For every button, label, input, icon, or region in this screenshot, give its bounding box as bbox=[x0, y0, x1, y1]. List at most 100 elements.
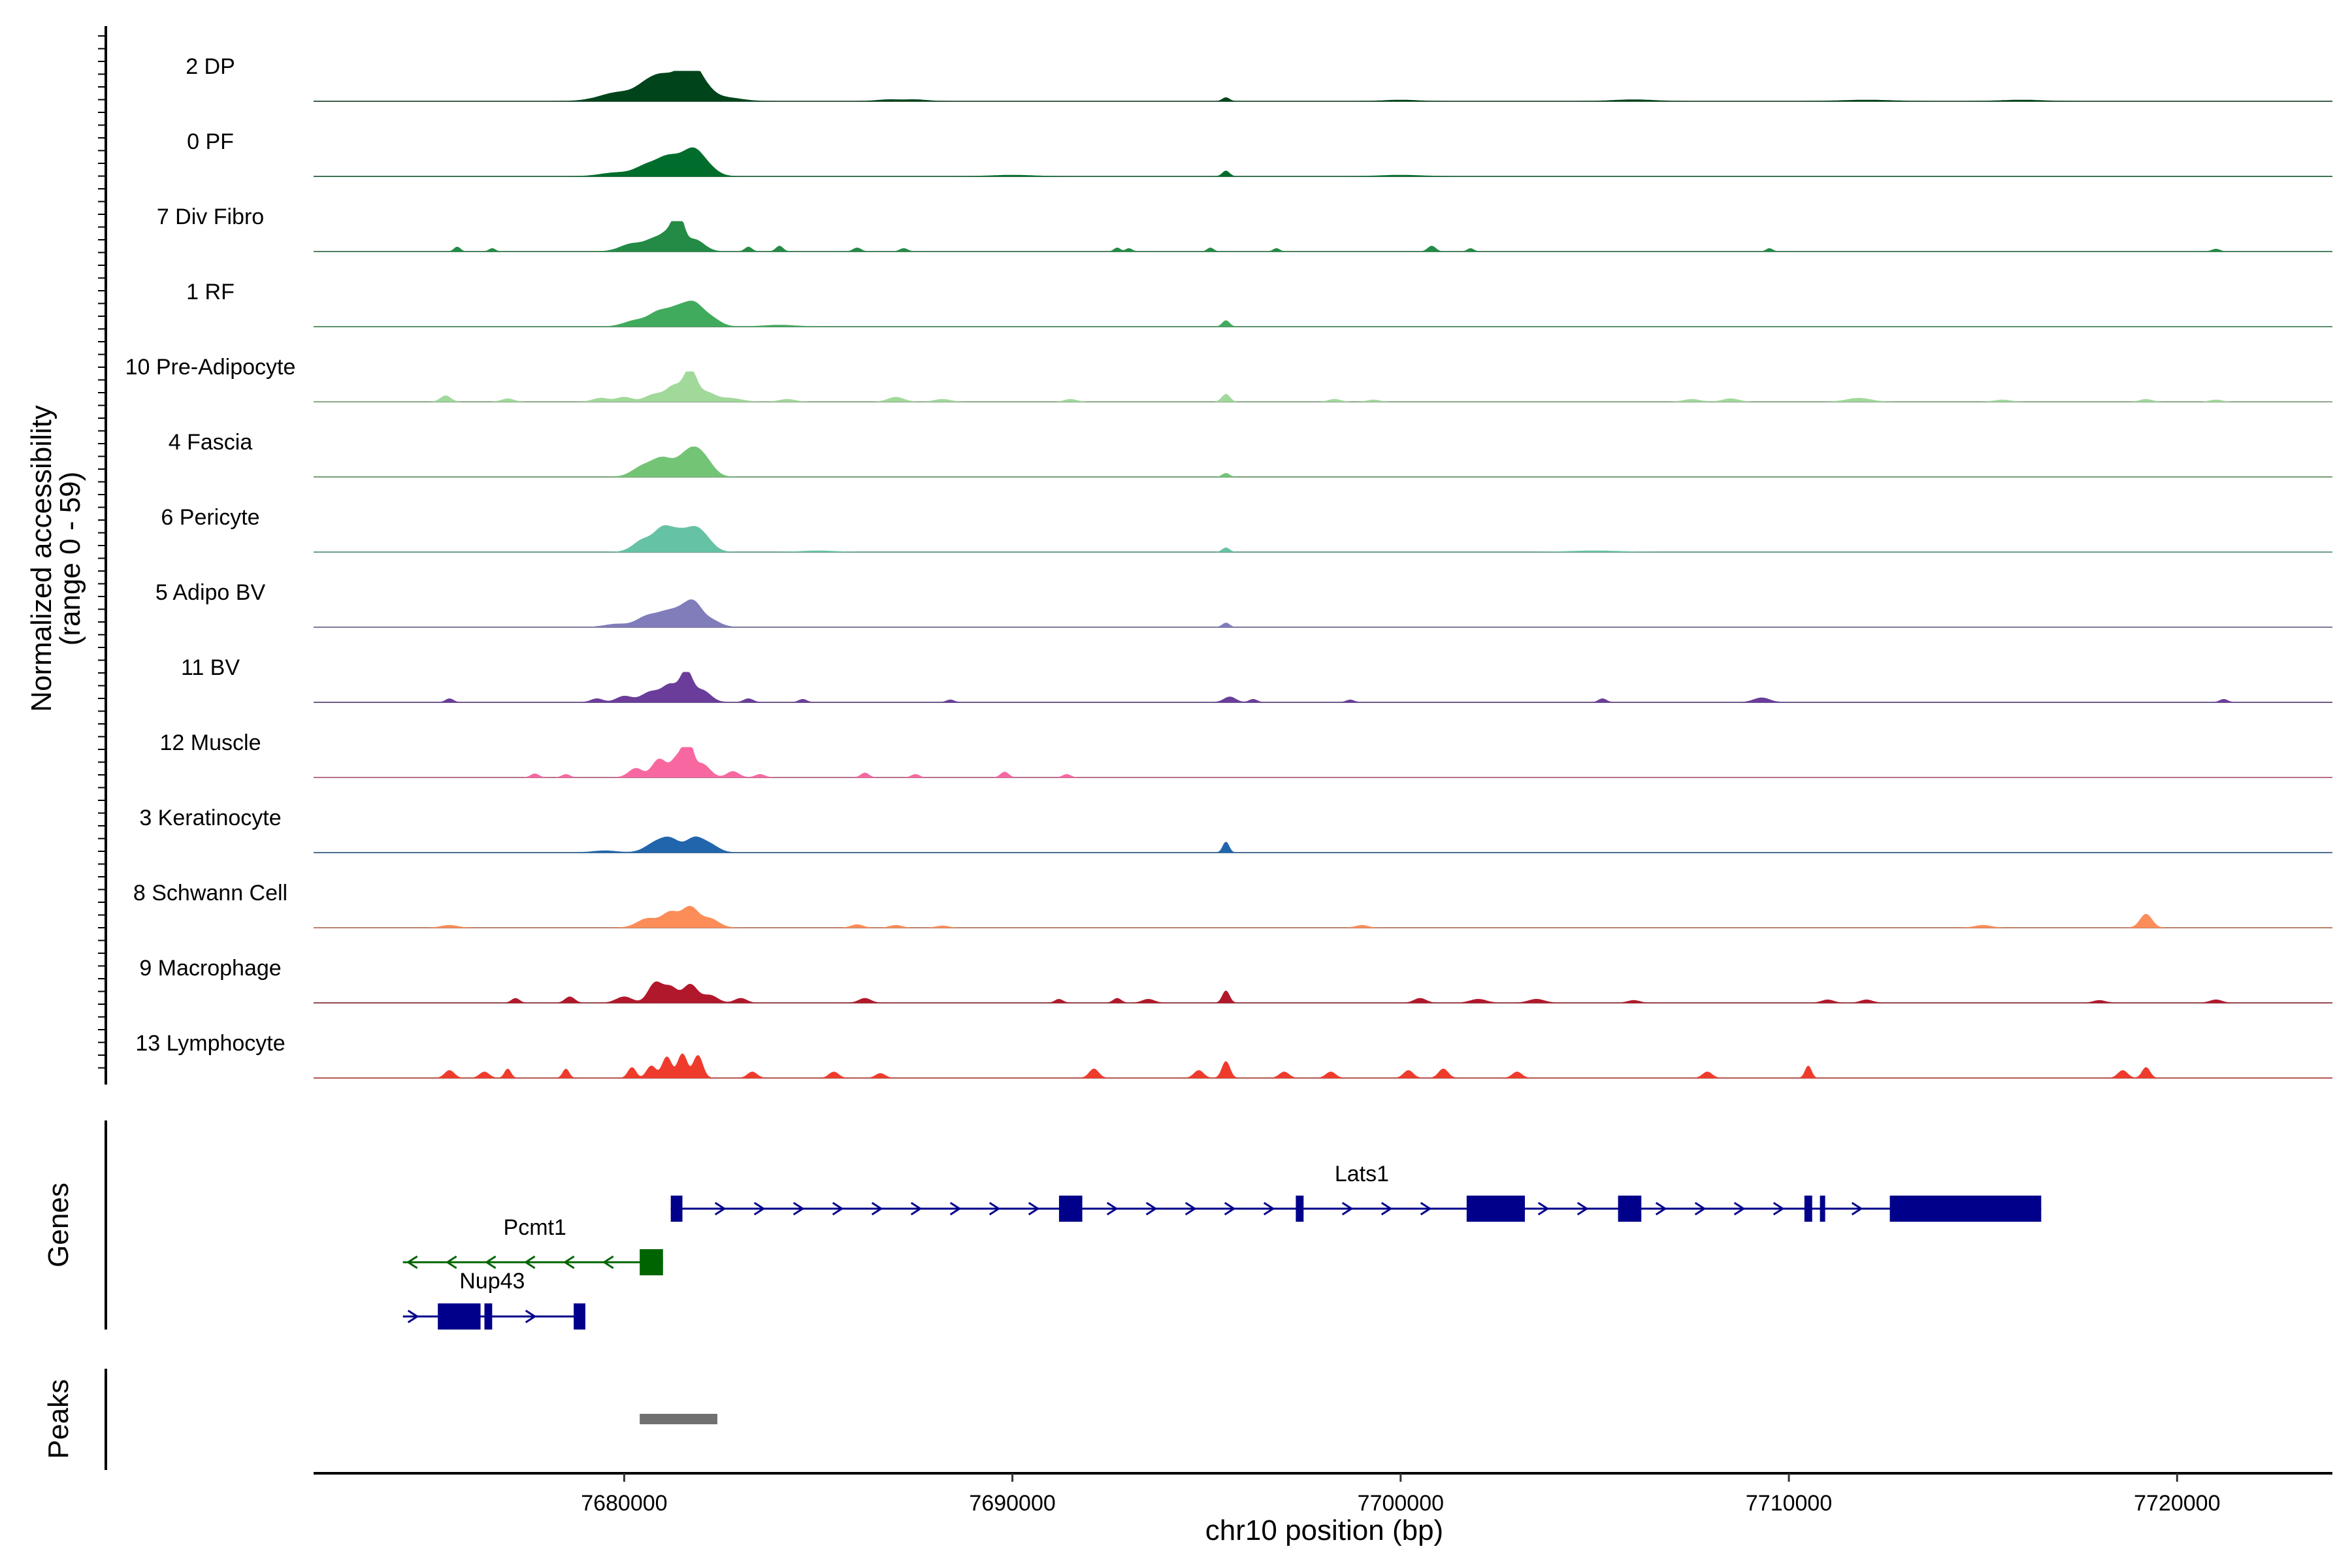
track-label: 4 Fascia bbox=[169, 430, 253, 455]
strand-chevron bbox=[1537, 1201, 1550, 1216]
strand-chevron bbox=[871, 1201, 883, 1216]
x-axis-tick-label: 7710000 bbox=[1746, 1491, 1832, 1516]
track-7-div-fibro: 7 Div Fibro bbox=[157, 204, 2332, 252]
accessibility-axis-ticks bbox=[98, 35, 106, 1069]
x-axis-title: chr10 position (bp) bbox=[1205, 1514, 1443, 1546]
track-3-keratinocyte: 3 Keratinocyte bbox=[139, 806, 2332, 853]
track-0-pf: 0 PF bbox=[187, 129, 2332, 177]
peaks-panel-label: Peaks bbox=[42, 1379, 74, 1459]
track-11-bv: 11 BV bbox=[181, 655, 2332, 703]
gene-lats1: Lats1 bbox=[670, 1162, 2042, 1222]
gene-exon bbox=[640, 1249, 663, 1275]
gene-exon bbox=[1058, 1196, 1083, 1222]
track-8-schwann-cell: 8 Schwann Cell bbox=[133, 881, 2332, 928]
strand-chevron bbox=[910, 1201, 923, 1216]
track-label: 8 Schwann Cell bbox=[133, 881, 287, 906]
strand-chevron bbox=[523, 1255, 536, 1269]
gene-exon bbox=[1889, 1196, 2042, 1222]
track-label: 3 Keratinocyte bbox=[139, 806, 281, 830]
gene-exon bbox=[670, 1196, 683, 1222]
peak-region bbox=[640, 1414, 717, 1424]
coverage-area bbox=[314, 1053, 2332, 1079]
gene-exon bbox=[1296, 1196, 1304, 1222]
strand-chevron bbox=[1184, 1201, 1197, 1216]
track-label: 13 Lymphocyte bbox=[135, 1031, 285, 1056]
gene-exon bbox=[1466, 1196, 1525, 1222]
track-label: 5 Adipo BV bbox=[155, 580, 266, 605]
coverage-area bbox=[314, 747, 2332, 778]
strand-chevron bbox=[1145, 1201, 1158, 1216]
gene-exon bbox=[484, 1303, 493, 1330]
gene-exon bbox=[1804, 1196, 1812, 1222]
strand-chevron bbox=[1655, 1201, 1667, 1216]
strand-chevron bbox=[1733, 1201, 1746, 1216]
strand-chevron bbox=[602, 1255, 614, 1269]
track-9-macrophage: 9 Macrophage bbox=[139, 956, 2332, 1004]
strand-chevron bbox=[1576, 1201, 1589, 1216]
strand-chevron bbox=[792, 1201, 805, 1216]
strand-chevron bbox=[1851, 1201, 1863, 1216]
x-axis-ticks: 7680000 7690000 7700000 7710000 7720000 bbox=[581, 1473, 2220, 1516]
track-5-adipo-bv: 5 Adipo BV bbox=[155, 580, 2332, 628]
accessibility-axis-range: (range 0 - 59) bbox=[54, 472, 86, 646]
strand-chevron bbox=[445, 1255, 457, 1269]
strand-chevron bbox=[407, 1309, 419, 1324]
strand-chevron bbox=[1694, 1201, 1707, 1216]
track-10-pre-adipocyte: 10 Pre-Adipocyte bbox=[125, 355, 2332, 402]
strand-chevron bbox=[753, 1201, 766, 1216]
strand-chevron bbox=[1224, 1201, 1236, 1216]
x-axis-tick-label: 7680000 bbox=[581, 1491, 667, 1516]
track-label: 12 Muscle bbox=[160, 730, 261, 755]
strand-chevron bbox=[949, 1201, 962, 1216]
gene-label: Lats1 bbox=[1335, 1162, 1389, 1186]
track-label: 1 RF bbox=[186, 280, 235, 304]
coverage-area bbox=[314, 525, 2332, 553]
track-label: 0 PF bbox=[187, 129, 234, 154]
strand-chevron bbox=[1106, 1201, 1119, 1216]
gene-label: Pcmt1 bbox=[504, 1215, 566, 1240]
coverage-area bbox=[314, 71, 2332, 102]
track-label: 9 Macrophage bbox=[139, 956, 281, 981]
peaks-track bbox=[640, 1414, 717, 1424]
track-1-rf: 1 RF bbox=[186, 280, 2332, 327]
track-4-fascia: 4 Fascia bbox=[169, 430, 2332, 478]
strand-chevron bbox=[406, 1255, 418, 1269]
strand-chevron bbox=[714, 1201, 727, 1216]
track-label: 6 Pericyte bbox=[161, 505, 259, 530]
strand-chevron bbox=[525, 1309, 537, 1324]
track-label: 10 Pre-Adipocyte bbox=[125, 355, 296, 380]
strand-chevron bbox=[1420, 1201, 1432, 1216]
x-axis: 7680000 7690000 7700000 7710000 7720000 bbox=[314, 1472, 2332, 1516]
x-axis-tick-label: 7690000 bbox=[969, 1491, 1055, 1516]
track-6-pericyte: 6 Pericyte bbox=[161, 505, 2332, 553]
coverage-area bbox=[314, 147, 2332, 177]
gene-exon bbox=[438, 1303, 481, 1330]
track-2-dp: 2 DP bbox=[186, 54, 2332, 102]
coverage-area bbox=[314, 672, 2332, 703]
coverage-area bbox=[314, 446, 2332, 478]
coverage-area bbox=[314, 371, 2332, 402]
gene-nup43: Nup43 bbox=[402, 1269, 585, 1330]
coverage-area bbox=[314, 836, 2332, 853]
strand-chevron bbox=[832, 1201, 844, 1216]
track-label: 2 DP bbox=[186, 54, 235, 79]
coverage-tracks: 2 DP 0 PF 7 Div Fibro 1 RF 10 Pre-Adipocyte 4… bbox=[125, 54, 2332, 1079]
strand-chevron bbox=[1028, 1201, 1040, 1216]
gene-label: Nup43 bbox=[459, 1269, 525, 1294]
accessibility-axis-title: Normalized accessibility bbox=[25, 405, 57, 711]
track-12-muscle: 12 Muscle bbox=[160, 730, 2332, 778]
coverage-area bbox=[314, 599, 2332, 628]
coverage-area bbox=[314, 906, 2332, 928]
strand-chevron bbox=[1380, 1201, 1393, 1216]
gene-exon bbox=[574, 1303, 585, 1330]
strand-chevron bbox=[1772, 1201, 1785, 1216]
strand-chevron bbox=[563, 1255, 575, 1269]
gene-annotation-track: Lats1 Pcmt1 Nup43 bbox=[402, 1162, 2042, 1330]
gene-pcmt1: Pcmt1 bbox=[402, 1215, 663, 1275]
strand-chevron bbox=[484, 1255, 497, 1269]
gene-exon bbox=[1618, 1196, 1642, 1222]
strand-chevron bbox=[1263, 1201, 1275, 1216]
track-label: 7 Div Fibro bbox=[157, 204, 264, 229]
coverage-area bbox=[314, 221, 2332, 252]
